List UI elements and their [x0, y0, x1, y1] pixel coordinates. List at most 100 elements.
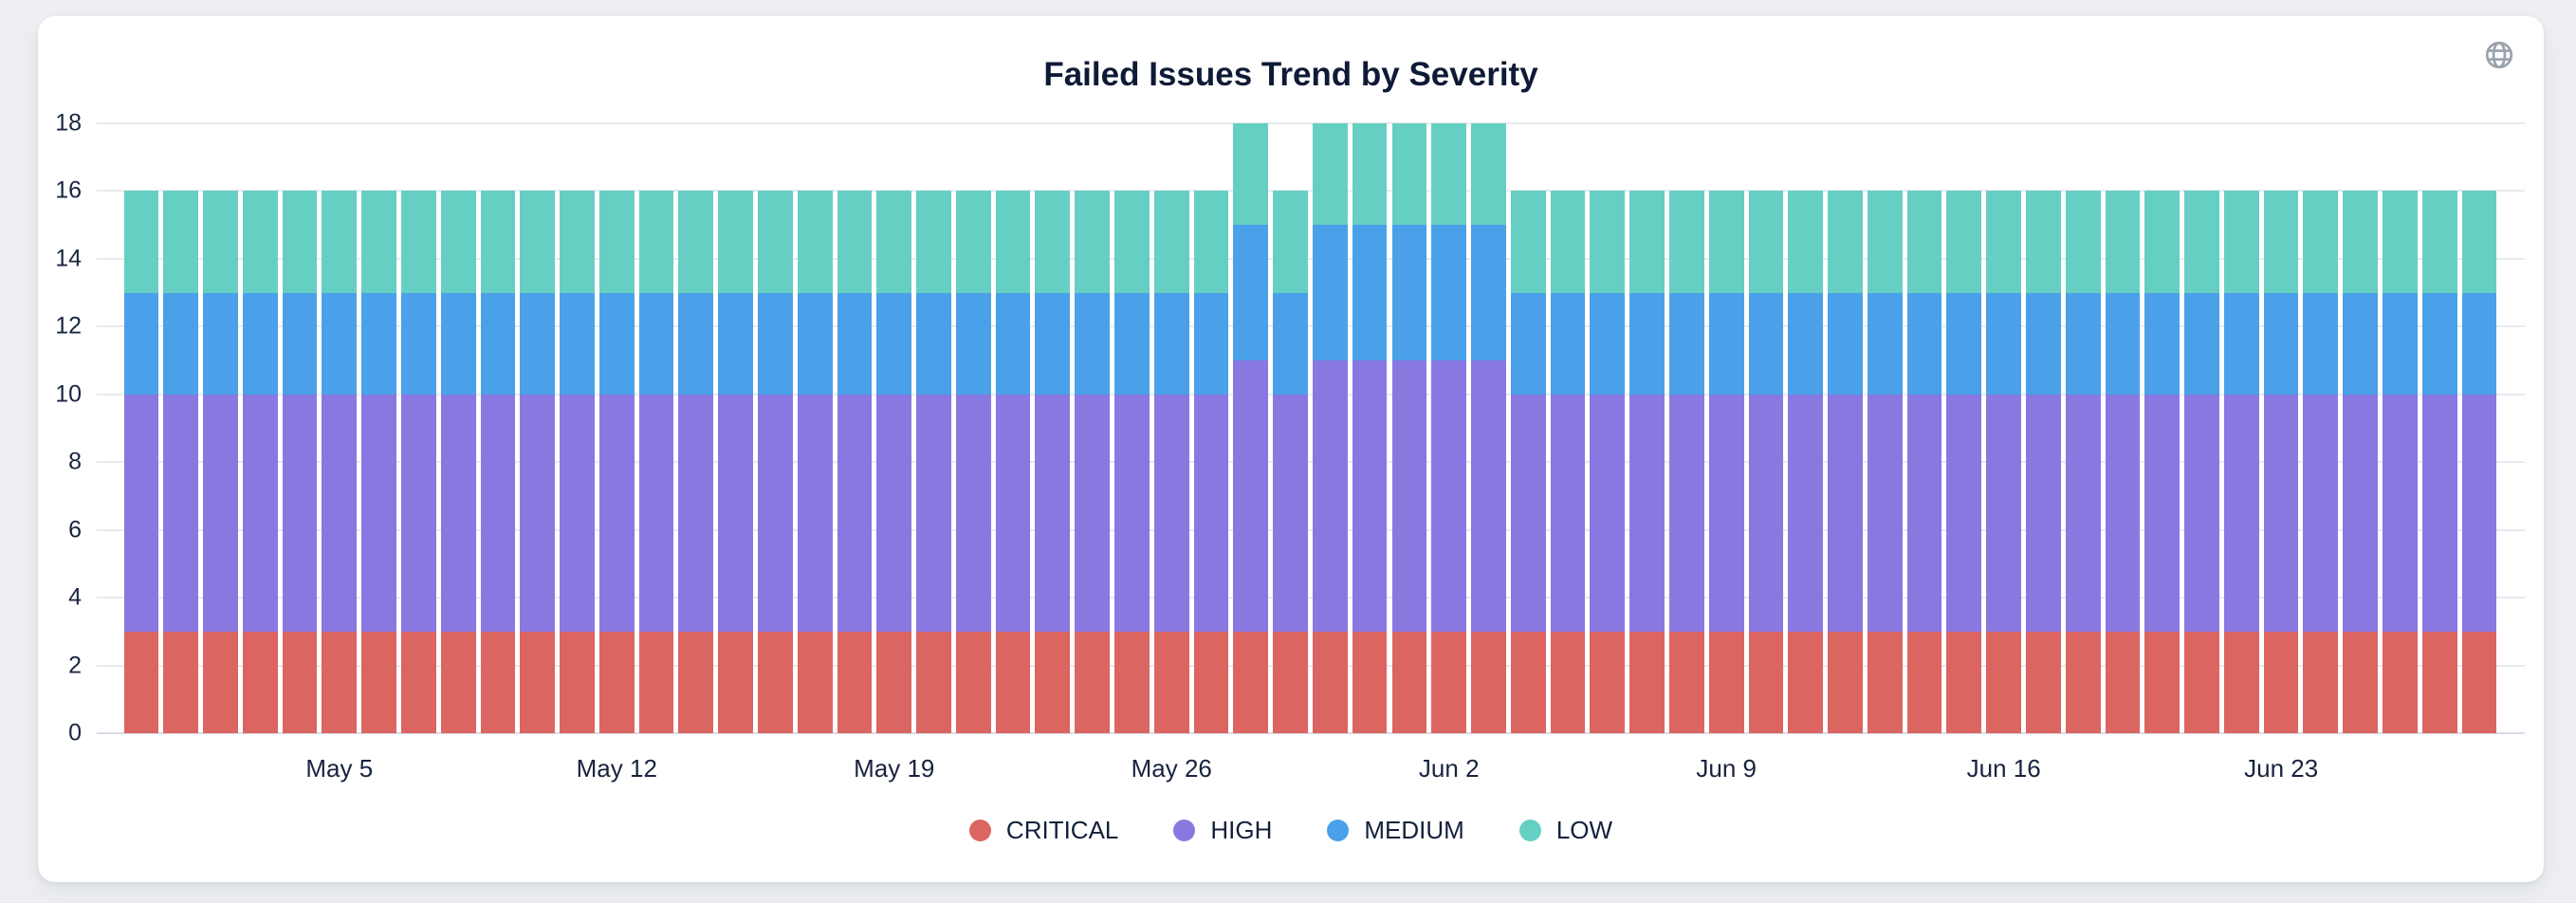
bar-segment-medium[interactable] [2421, 292, 2457, 395]
bar-segment-high[interactable] [1352, 360, 1388, 632]
bar-segment-critical[interactable] [1550, 631, 1586, 734]
bar-segment-high[interactable] [2421, 394, 2457, 632]
bar-segment-low[interactable] [1233, 123, 1269, 226]
bar-jun-21[interactable] [2184, 191, 2219, 734]
legend-item-medium[interactable]: MEDIUM [1327, 818, 1464, 842]
bar-segment-high[interactable] [1590, 394, 1626, 632]
bar-segment-critical[interactable] [560, 631, 595, 734]
bar-segment-high[interactable] [2105, 394, 2141, 632]
bar-segment-critical[interactable] [1273, 631, 1308, 734]
bar-segment-high[interactable] [282, 394, 318, 632]
bar-segment-high[interactable] [916, 394, 951, 632]
bar-segment-medium[interactable] [1590, 292, 1626, 395]
bar-segment-low[interactable] [1075, 191, 1111, 293]
bar-segment-medium[interactable] [598, 292, 635, 395]
bar-may-28[interactable] [1233, 123, 1269, 734]
bar-segment-low[interactable] [2303, 191, 2339, 293]
bar-segment-high[interactable] [480, 394, 516, 632]
bar-segment-critical[interactable] [955, 631, 991, 734]
bar-segment-low[interactable] [876, 191, 912, 293]
bar-segment-high[interactable] [1946, 394, 1982, 632]
bar-may-4[interactable] [282, 191, 318, 734]
bar-segment-medium[interactable] [995, 292, 1031, 395]
bar-segment-low[interactable] [322, 191, 358, 293]
bar-may-27[interactable] [1193, 191, 1229, 734]
bar-may-30[interactable] [1312, 123, 1348, 734]
bar-segment-low[interactable] [1906, 191, 1942, 293]
bar-may-20[interactable] [916, 191, 951, 734]
bar-segment-critical[interactable] [876, 631, 912, 734]
bar-segment-medium[interactable] [1312, 225, 1348, 361]
bar-segment-medium[interactable] [1828, 292, 1863, 395]
bar-segment-low[interactable] [1668, 191, 1704, 293]
bar-segment-high[interactable] [876, 394, 912, 632]
bar-segment-critical[interactable] [1391, 631, 1427, 734]
bar-segment-critical[interactable] [2343, 631, 2379, 734]
bar-jun-26[interactable] [2383, 191, 2418, 734]
bar-may-16[interactable] [758, 191, 793, 734]
bar-segment-low[interactable] [1788, 191, 1824, 293]
bar-segment-medium[interactable] [1550, 292, 1586, 395]
bar-jun-18[interactable] [2065, 191, 2101, 734]
bar-may-11[interactable] [560, 191, 595, 734]
bar-segment-high[interactable] [2343, 394, 2379, 632]
bar-segment-medium[interactable] [2343, 292, 2379, 395]
bar-segment-high[interactable] [2184, 394, 2219, 632]
bar-segment-medium[interactable] [361, 292, 396, 395]
bar-segment-medium[interactable] [1391, 225, 1427, 361]
bar-segment-critical[interactable] [361, 631, 396, 734]
bar-segment-critical[interactable] [2461, 631, 2497, 734]
bar-may-31[interactable] [1352, 123, 1388, 734]
bar-jun-20[interactable] [2144, 191, 2180, 734]
bar-segment-critical[interactable] [400, 631, 436, 734]
bar-segment-low[interactable] [2343, 191, 2379, 293]
bar-segment-low[interactable] [203, 191, 238, 293]
bar-segment-high[interactable] [1550, 394, 1586, 632]
bar-segment-low[interactable] [1510, 191, 1546, 293]
bar-may-6[interactable] [361, 191, 396, 734]
bar-segment-medium[interactable] [123, 292, 159, 395]
bar-may-12[interactable] [598, 191, 635, 734]
bar-segment-high[interactable] [797, 394, 833, 632]
bar-segment-critical[interactable] [1788, 631, 1824, 734]
bar-segment-high[interactable] [1828, 394, 1863, 632]
bar-segment-critical[interactable] [1035, 631, 1071, 734]
bar-segment-critical[interactable] [2026, 631, 2061, 734]
bar-segment-high[interactable] [2383, 394, 2418, 632]
bar-segment-high[interactable] [678, 394, 714, 632]
bar-segment-low[interactable] [1273, 191, 1308, 293]
bar-segment-high[interactable] [1510, 394, 1546, 632]
bar-segment-low[interactable] [1748, 191, 1784, 293]
bar-segment-critical[interactable] [718, 631, 753, 734]
bar-may-29[interactable] [1273, 191, 1308, 734]
bar-jun-27[interactable] [2421, 191, 2457, 734]
bar-segment-critical[interactable] [1075, 631, 1111, 734]
bar-segment-high[interactable] [400, 394, 436, 632]
bar-segment-high[interactable] [1431, 360, 1467, 632]
bar-segment-high[interactable] [2223, 394, 2259, 632]
bar-may-8[interactable] [440, 191, 476, 734]
bar-segment-low[interactable] [718, 191, 753, 293]
bar-segment-high[interactable] [203, 394, 238, 632]
bar-segment-high[interactable] [1035, 394, 1071, 632]
bar-may-23[interactable] [1035, 191, 1071, 734]
bar-segment-medium[interactable] [400, 292, 436, 395]
bar-segment-low[interactable] [1550, 191, 1586, 293]
bar-segment-medium[interactable] [1352, 225, 1388, 361]
bar-segment-critical[interactable] [2421, 631, 2457, 734]
bar-segment-high[interactable] [718, 394, 753, 632]
bar-segment-high[interactable] [1906, 394, 1942, 632]
bar-segment-high[interactable] [1629, 394, 1665, 632]
bar-segment-high[interactable] [2026, 394, 2061, 632]
bar-segment-critical[interactable] [678, 631, 714, 734]
bar-segment-medium[interactable] [1233, 225, 1269, 361]
bar-segment-low[interactable] [1193, 191, 1229, 293]
bar-segment-critical[interactable] [1986, 631, 2021, 734]
bar-segment-medium[interactable] [520, 292, 556, 395]
bar-segment-medium[interactable] [2065, 292, 2101, 395]
bar-segment-low[interactable] [1867, 191, 1903, 293]
bar-segment-low[interactable] [2421, 191, 2457, 293]
bar-segment-high[interactable] [2065, 394, 2101, 632]
bar-jun-17[interactable] [2026, 191, 2061, 734]
bar-may-21[interactable] [955, 191, 991, 734]
